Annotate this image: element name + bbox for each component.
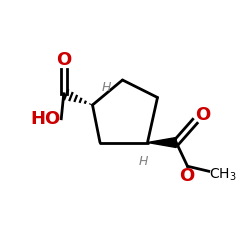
Polygon shape — [148, 138, 176, 147]
Text: H: H — [102, 81, 111, 94]
Text: O: O — [56, 51, 72, 69]
Text: HO: HO — [30, 110, 60, 128]
Text: H: H — [139, 155, 148, 168]
Text: O: O — [178, 167, 194, 185]
Text: O: O — [195, 106, 210, 124]
Text: CH$_3$: CH$_3$ — [209, 167, 236, 183]
